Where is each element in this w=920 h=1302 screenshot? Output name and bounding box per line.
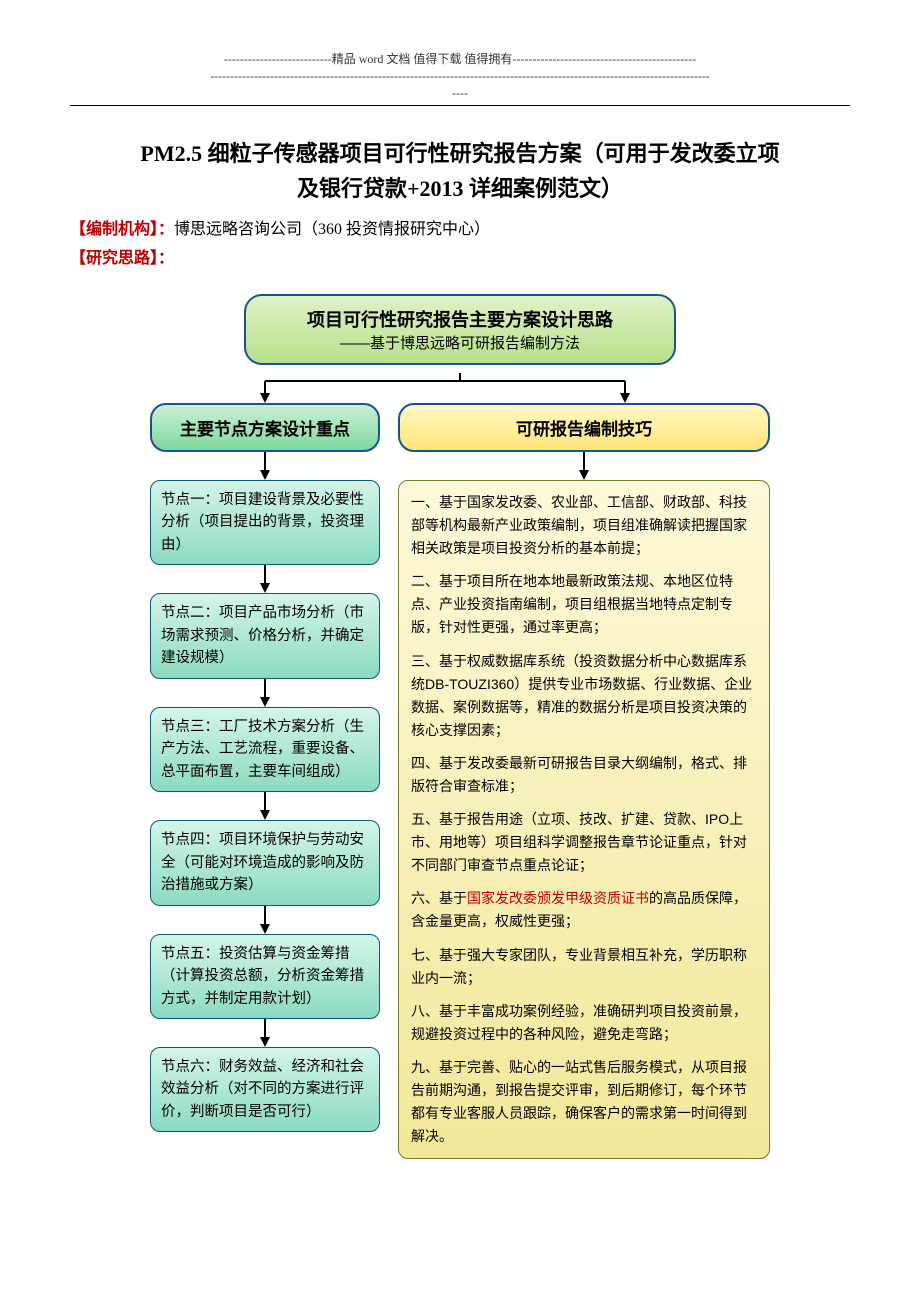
org-label: 【编制机构】： (70, 221, 174, 238)
right-item-2: 二、基于项目所在地本地最新政策法规、本地区位特点、产业投资指南编制，项目组根据当… (411, 570, 757, 639)
org-line: 【编制机构】：博思远略咨询公司（360 投资情报研究中心） (70, 216, 850, 245)
thought-label: 【研究思路】： (70, 250, 174, 267)
document-page: ---------------------------精品 word 文档 值得… (0, 0, 920, 1209)
node-5: 节点五：投资估算与资金筹措（计算投资总额，分析资金筹措方式，并制定用款计划） (150, 934, 380, 1019)
right-item-8: 八、基于丰富成功案例经验，准确研判项目投资前景，规避投资过程中的各种风险，避免走… (411, 1000, 757, 1046)
flowchart-diagram: 项目可行性研究报告主要方案设计思路 ——基于博思远略可研报告编制方法 主要节点方… (150, 294, 770, 1159)
split-arrows (150, 373, 770, 403)
arrow-2 (150, 679, 380, 707)
node-4: 节点四：项目环境保护与劳动安全（可能对环境造成的影响及防治措施或方案） (150, 820, 380, 905)
node-6: 节点六：财务效益、经济和社会效益分析（对不同的方案进行评价，判断项目是否可行） (150, 1047, 380, 1132)
arrow-5 (150, 1019, 380, 1047)
right-head-box: 可研报告编制技巧 (398, 403, 770, 452)
right-item-7: 七、基于强大专家团队，专业背景相互补充，学历职称业内一流； (411, 944, 757, 990)
thought-line: 【研究思路】： (70, 245, 850, 274)
header-watermark-3: ---- (70, 86, 850, 101)
header-rule (70, 105, 850, 106)
left-column: 节点一：项目建设背景及必要性分析（项目提出的背景，投资理由） 节点二：项目产品市… (150, 480, 380, 1159)
arrow-4 (150, 906, 380, 934)
split-arrow-svg (150, 373, 770, 403)
arrow-3 (150, 792, 380, 820)
document-title: PM2.5 细粒子传感器项目可行性研究报告方案（可用于发改委立项 及银行贷款+2… (70, 136, 850, 206)
right-item-3: 三、基于权威数据库系统（投资数据分析中心数据库系统DB-TOUZI360）提供专… (411, 650, 757, 742)
arrow-left-head (150, 452, 380, 480)
highlight-text: 国家发改委颁发甲级资质证书 (467, 890, 649, 906)
right-column: 一、基于国家发改委、农业部、工信部、财政部、科技部等机构最新产业政策编制，项目组… (398, 480, 770, 1159)
flowchart-title-box: 项目可行性研究报告主要方案设计思路 ——基于博思远略可研报告编制方法 (244, 294, 676, 365)
right-panel: 一、基于国家发改委、农业部、工信部、财政部、科技部等机构最新产业政策编制，项目组… (398, 480, 770, 1159)
flowchart-title-sub: ——基于博思远略可研报告编制方法 (260, 332, 660, 353)
right-item-1: 一、基于国家发改委、农业部、工信部、财政部、科技部等机构最新产业政策编制，项目组… (411, 491, 757, 560)
title-line-1: PM2.5 细粒子传感器项目可行性研究报告方案（可用于发改委立项 (140, 141, 779, 166)
right-item-4: 四、基于发改委最新可研报告目录大纲编制，格式、排版符合审查标准； (411, 752, 757, 798)
header-watermark-2: ----------------------------------------… (70, 69, 850, 84)
arrow-1 (150, 565, 380, 593)
node-1: 节点一：项目建设背景及必要性分析（项目提出的背景，投资理由） (150, 480, 380, 565)
right-item-9: 九、基于完善、贴心的一站式售后服务模式，从项目报告前期沟通，到报告提交评审，到后… (411, 1056, 757, 1148)
org-value: 博思远略咨询公司（360 投资情报研究中心） (174, 221, 490, 238)
right-item-6: 六、基于国家发改委颁发甲级资质证书的高品质保障，含金量更高，权威性更强； (411, 887, 757, 933)
sub-arrows (150, 452, 770, 480)
title-line-2: 及银行贷款+2013 详细案例范文） (297, 176, 623, 201)
header-watermark-1: ---------------------------精品 word 文档 值得… (70, 50, 850, 67)
two-column-heads: 主要节点方案设计重点 可研报告编制技巧 (150, 403, 770, 452)
arrow-right-head (398, 452, 770, 480)
flowchart-title-main: 项目可行性研究报告主要方案设计思路 (260, 306, 660, 332)
left-head-box: 主要节点方案设计重点 (150, 403, 380, 452)
node-2: 节点二：项目产品市场分析（市场需求预测、价格分析，并确定建设规模） (150, 593, 380, 678)
node-3: 节点三：工厂技术方案分析（生产方法、工艺流程，重要设备、总平面布置，主要车间组成… (150, 707, 380, 792)
two-column-body: 节点一：项目建设背景及必要性分析（项目提出的背景，投资理由） 节点二：项目产品市… (150, 480, 770, 1159)
right-item-5: 五、基于报告用途（立项、技改、扩建、贷款、IPO上市、用地等）项目组科学调整报告… (411, 808, 757, 877)
